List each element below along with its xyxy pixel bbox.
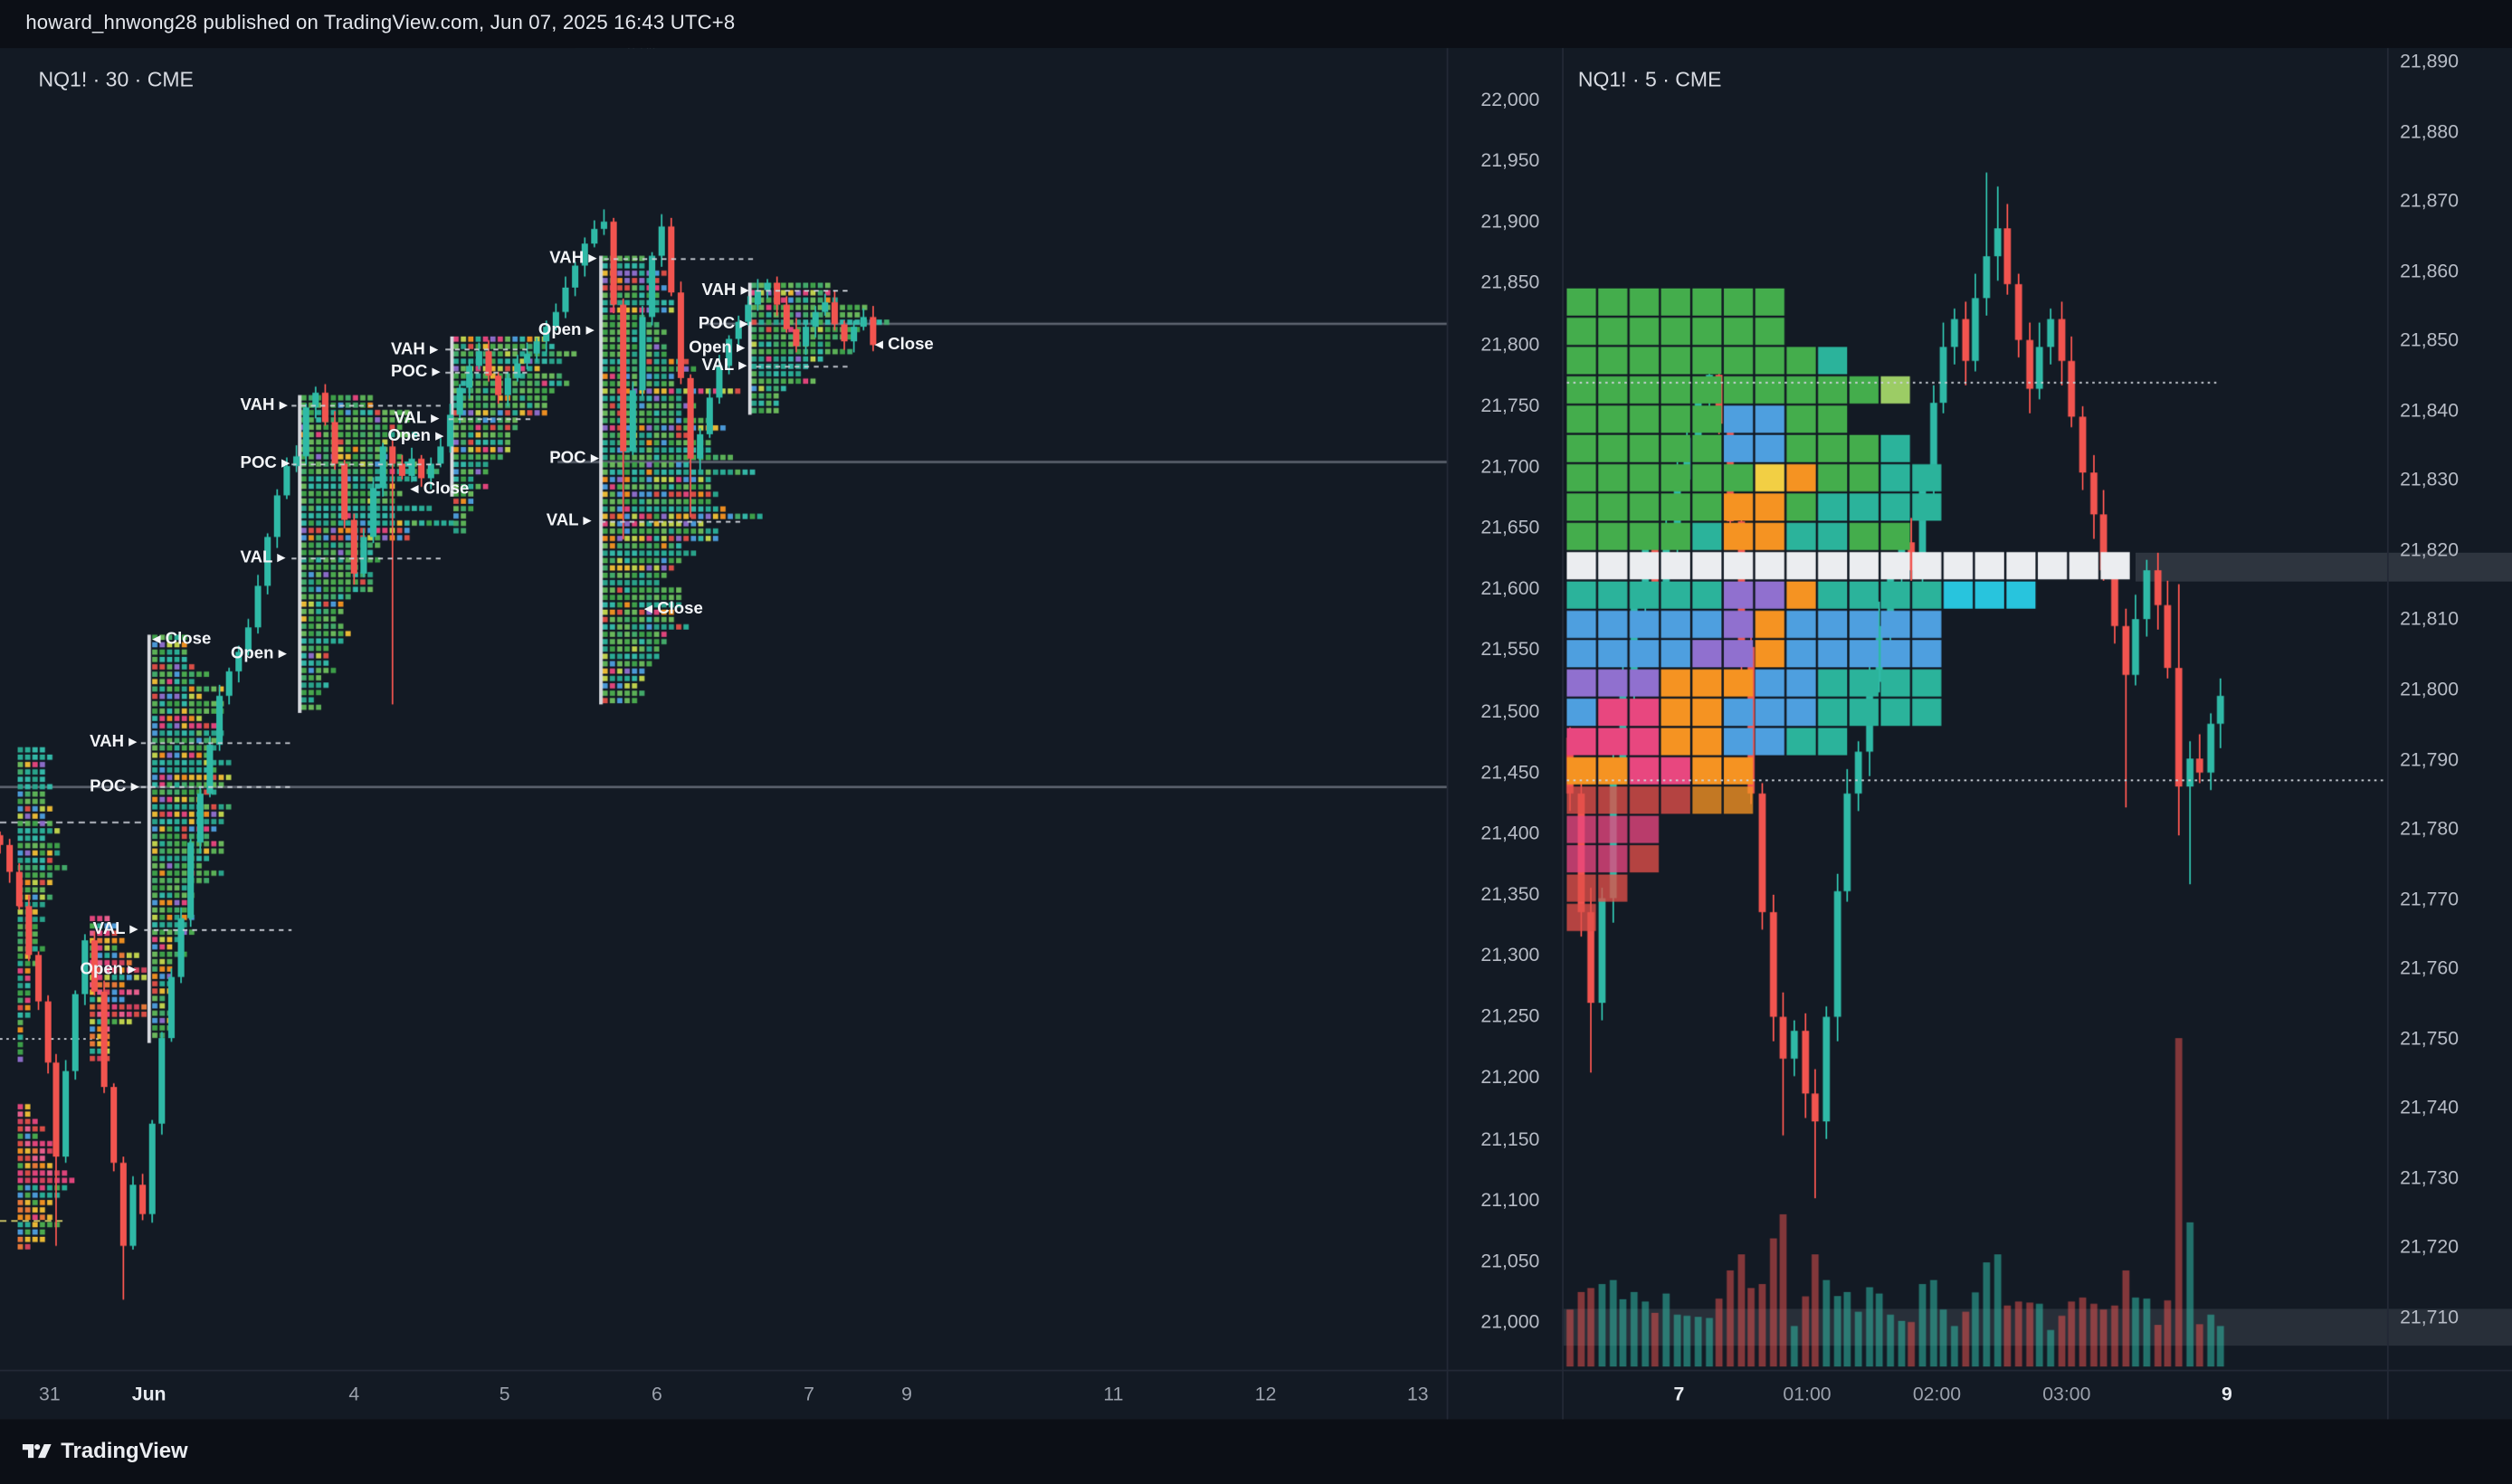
chart-title-30m: NQ1! · 30 · CME xyxy=(38,67,194,91)
y-axis-label: 21,720 xyxy=(2400,1235,2460,1259)
profile-level-label-vah: VAH ▸ xyxy=(549,248,597,268)
price-chart-canvas-30m[interactable] xyxy=(0,48,1447,1370)
profile-level-label-open: Open ▸ xyxy=(689,338,746,357)
panel-divider xyxy=(1562,48,1564,1420)
y-axis-label: 21,870 xyxy=(2400,189,2460,212)
y-axis-label: 21,750 xyxy=(1480,394,1540,416)
x-axis-label: 5 xyxy=(499,1382,510,1405)
x-axis-label: 7 xyxy=(804,1382,814,1405)
x-axis-label: 9 xyxy=(2221,1382,2232,1405)
x-axis-label: 11 xyxy=(1103,1382,1124,1405)
price-axis-5m[interactable]: 21,890 21,880 21,870 21,860 21,850 21,840 21,8… xyxy=(2387,48,2512,1370)
x-axis-label: 31 xyxy=(39,1382,61,1405)
y-axis-label: 21,730 xyxy=(2400,1165,2460,1189)
y-axis-label: 21,740 xyxy=(2400,1096,2460,1119)
profile-level-label-vah: VAH ▸ xyxy=(701,280,749,300)
chart-title-5m: NQ1! · 5 · CME xyxy=(1577,67,1722,91)
profile-level-label-open: Open ▸ xyxy=(387,425,444,445)
profile-level-label-open: Open ▸ xyxy=(230,644,287,664)
tradingview-logo-icon[interactable] xyxy=(22,1437,52,1466)
price-chart-canvas-5m[interactable] xyxy=(1562,48,2387,1370)
y-axis-label: 21,840 xyxy=(2400,398,2460,422)
price-axis-30m[interactable]: 22,000 21,950 21,900 21,850 21,800 21,750 21,7… xyxy=(1447,48,1562,1370)
publish-attribution-bar: howard_hnwong28 published on TradingView… xyxy=(0,0,2512,49)
time-axis[interactable]: 31 Jun 4 5 6 7 9 11 12 13 7 01:00 02:00 03:00 9 xyxy=(0,1370,2512,1420)
y-axis-label: 21,700 xyxy=(1480,454,1540,478)
footer-bar: TradingView xyxy=(0,1419,2512,1484)
profile-level-label-close: ◂ Close xyxy=(874,335,934,355)
y-axis-label: 21,550 xyxy=(1480,638,1540,661)
x-axis-label: 02:00 xyxy=(1912,1382,1962,1405)
y-axis-label: 21,450 xyxy=(1480,760,1540,784)
y-axis-label: 21,600 xyxy=(1480,576,1540,600)
profile-level-label-close: ◂ Close xyxy=(152,630,212,650)
x-axis-label: 9 xyxy=(901,1382,912,1405)
y-axis-label: 21,820 xyxy=(2400,537,2460,561)
x-axis-label: 4 xyxy=(348,1382,360,1405)
profile-level-label-close: ◂ Close xyxy=(410,478,470,498)
profile-level-label-vah: VAH ▸ xyxy=(90,732,138,752)
y-axis-label: 21,770 xyxy=(2400,887,2460,909)
profile-level-label-val: VAL ▸ xyxy=(394,408,440,428)
time-axis-border xyxy=(0,1369,2512,1372)
x-axis-label: 7 xyxy=(1673,1382,1685,1405)
y-axis-label: 21,250 xyxy=(1480,1004,1540,1028)
y-axis-label: 21,850 xyxy=(2400,328,2460,352)
y-axis-label: 21,100 xyxy=(1480,1188,1540,1211)
panel-divider xyxy=(1446,48,1449,1420)
profile-level-label-val: VAL ▸ xyxy=(701,356,747,376)
y-axis-label: 21,000 xyxy=(1480,1310,1540,1333)
y-axis-label: 21,760 xyxy=(2400,956,2460,980)
y-axis-label: 21,810 xyxy=(2400,607,2460,631)
profile-level-label-close: ◂ Close xyxy=(643,599,703,619)
profile-level-label-poc: POC ▸ xyxy=(390,362,441,382)
y-axis-label: 21,800 xyxy=(1480,332,1540,356)
y-axis-label: 21,900 xyxy=(1480,210,1540,233)
y-axis-label: 21,950 xyxy=(1480,148,1540,172)
y-axis-label: 22,000 xyxy=(1480,88,1540,111)
profile-level-label-val: VAL ▸ xyxy=(546,511,592,531)
y-axis-label: 21,800 xyxy=(2400,677,2460,700)
profile-level-label-open: Open ▸ xyxy=(80,959,137,980)
profile-level-label-vah: VAH ▸ xyxy=(390,338,439,358)
profile-level-label-poc: POC ▸ xyxy=(240,453,290,473)
y-axis-label: 21,890 xyxy=(2400,49,2460,72)
profile-level-label-poc: POC ▸ xyxy=(698,313,748,333)
x-axis-label: 13 xyxy=(1406,1382,1429,1405)
y-axis-label: 21,710 xyxy=(2400,1305,2460,1328)
x-axis-label: 6 xyxy=(651,1382,662,1405)
y-axis-label: 21,500 xyxy=(1480,699,1540,722)
y-axis-label: 21,830 xyxy=(2400,468,2460,491)
y-axis-label: 21,860 xyxy=(2400,259,2460,281)
y-axis-label: 21,050 xyxy=(1480,1249,1540,1272)
y-axis-label: 21,780 xyxy=(2400,817,2460,840)
y-axis-label: 21,880 xyxy=(2400,119,2460,142)
y-axis-label: 21,790 xyxy=(2400,747,2460,770)
profile-level-label-val: VAL ▸ xyxy=(92,919,138,939)
profile-level-label-poc: POC ▸ xyxy=(90,776,139,796)
publish-attribution-text: howard_hnwong28 published on TradingView… xyxy=(25,11,736,34)
chart-area: 22,000 21,950 21,900 21,850 21,800 21,750 21,7… xyxy=(0,48,2512,1420)
profile-level-label-poc: POC ▸ xyxy=(549,449,600,469)
profile-level-label-val: VAL ▸ xyxy=(240,547,286,567)
profile-level-label-vah: VAH ▸ xyxy=(240,395,288,415)
profile-level-label-open: Open ▸ xyxy=(538,320,595,340)
y-axis-label: 21,200 xyxy=(1480,1066,1540,1089)
y-axis-label: 21,150 xyxy=(1480,1127,1540,1150)
y-axis-label: 21,300 xyxy=(1480,943,1540,966)
y-axis-label: 21,750 xyxy=(2400,1026,2460,1050)
y-axis-label: 21,850 xyxy=(1480,271,1540,294)
y-axis-label: 21,400 xyxy=(1480,821,1540,844)
x-axis-label: 03:00 xyxy=(2042,1382,2091,1405)
y-axis-label: 21,650 xyxy=(1480,516,1540,538)
tradingview-brand-text[interactable]: TradingView xyxy=(61,1438,188,1463)
y-axis-label: 21,350 xyxy=(1480,882,1540,906)
x-axis-label: 12 xyxy=(1254,1382,1277,1405)
panel-divider xyxy=(2386,48,2389,1420)
x-axis-label: Jun xyxy=(131,1382,167,1405)
x-axis-label: 01:00 xyxy=(1783,1382,1832,1405)
